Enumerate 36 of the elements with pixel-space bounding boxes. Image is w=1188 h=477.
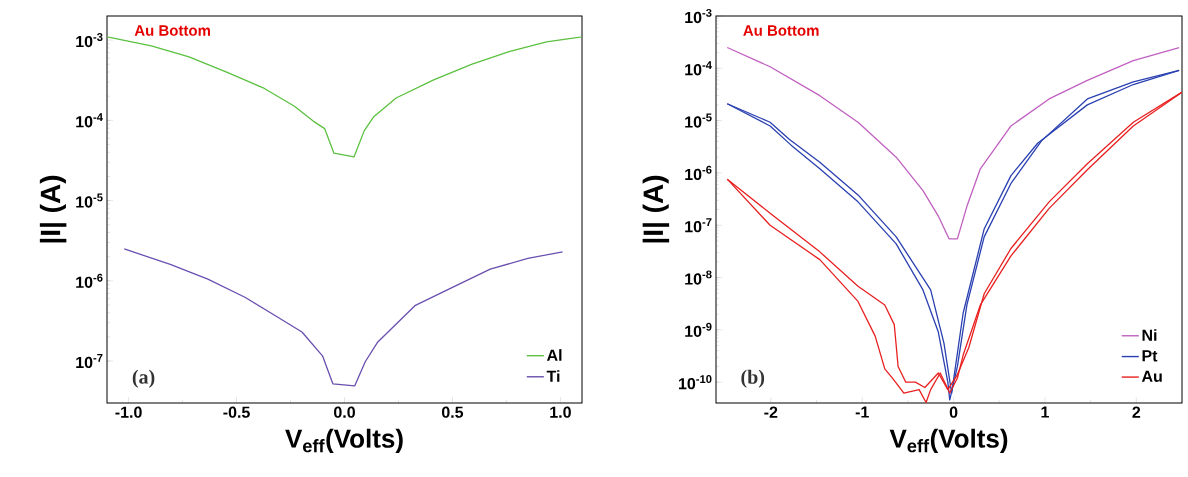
legend-label: Ni bbox=[1142, 329, 1157, 341]
x-tick-label: -1.0 bbox=[115, 406, 142, 418]
y-tick-label: 10$^{-6}$ bbox=[685, 165, 712, 181]
legend-label: Al bbox=[546, 349, 562, 361]
y-tick-label: 10$^{-8}$ bbox=[685, 270, 712, 285]
y-tick-label: 10$^{-6}$ bbox=[76, 273, 103, 288]
y-tick-label: 10$^{-5}$ bbox=[685, 113, 712, 128]
annotation: (a) bbox=[132, 369, 155, 388]
y-tick-label: 10$^{-5}$ bbox=[76, 193, 103, 208]
legend-label: Pt bbox=[1142, 350, 1158, 362]
y-tick-label: 10$^{-10}$ bbox=[678, 375, 712, 390]
y-tick-label: 10$^{-3}$ bbox=[685, 8, 712, 24]
annotation: Au Bottom bbox=[134, 25, 210, 36]
y-tick-label: 10$^{-7}$ bbox=[76, 354, 103, 369]
legend-label: Au bbox=[1141, 370, 1162, 382]
x-axis-title: V$_{eff}$(Volts) bbox=[889, 428, 1008, 453]
x-tick-label: 1.0 bbox=[550, 406, 571, 418]
y-axis-title: |I| (A) bbox=[39, 175, 67, 243]
y-tick-label: 10$^{-9}$ bbox=[685, 322, 712, 337]
y-tick-label: 10$^{-4}$ bbox=[76, 113, 103, 128]
annotation: Au Bottom bbox=[743, 25, 819, 36]
x-tick-label: -1 bbox=[855, 406, 869, 418]
x-tick-label: -0.5 bbox=[223, 406, 250, 418]
legend-label: Ti bbox=[546, 370, 560, 382]
y-tick-label: 10$^{-4}$ bbox=[685, 61, 712, 76]
x-tick-label: 2 bbox=[1132, 406, 1141, 418]
x-tick-label: 0 bbox=[949, 406, 958, 418]
y-axis-title: |I| (A) bbox=[642, 175, 670, 243]
x-tick-label: -2 bbox=[764, 406, 778, 418]
annotation: (b) bbox=[741, 369, 765, 388]
y-tick-label: 10$^{-3}$ bbox=[76, 33, 103, 48]
x-tick-label: 0.0 bbox=[334, 406, 355, 418]
x-axis-title: V$_{eff}$(Volts) bbox=[285, 428, 403, 453]
x-tick-label: 1 bbox=[1041, 406, 1049, 418]
y-tick-label: 10$^{-7}$ bbox=[685, 218, 712, 233]
x-tick-label: 0.5 bbox=[441, 406, 464, 418]
